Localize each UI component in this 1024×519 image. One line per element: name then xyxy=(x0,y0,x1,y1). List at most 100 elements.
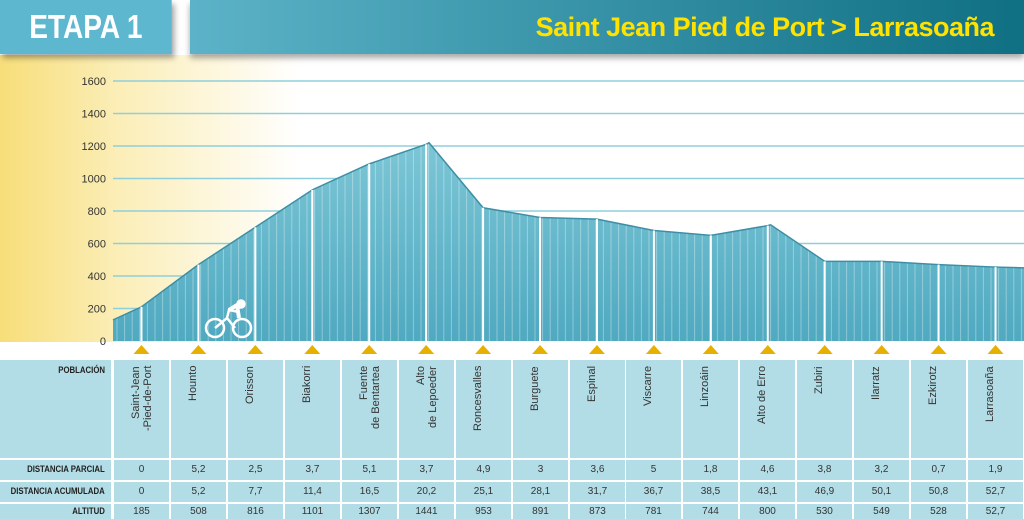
stop-parcial-cell: 3,6 xyxy=(570,460,625,480)
row-label-acumulada: DISTANCIA ACUMULADA xyxy=(0,482,111,502)
stop-altitud-cell: 185 xyxy=(114,504,169,519)
stop-altitud-cell: 530 xyxy=(797,504,852,519)
stop-triangle-icon xyxy=(588,345,605,354)
stop-altitud-cell: 52,7 xyxy=(968,504,1023,519)
stop-altitud-cell: 1307 xyxy=(342,504,397,519)
stop-triangle-icon xyxy=(759,345,776,354)
stop-altitud-cell: 891 xyxy=(513,504,568,519)
stop-parcial-cell: 5,1 xyxy=(342,460,397,480)
row-label-parcial: DISTANCIA PARCIAL xyxy=(0,460,111,480)
stop-name-cell: Biakorri xyxy=(285,360,340,458)
stop-name-cell: Hounto xyxy=(171,360,226,458)
stop-triangle-icon xyxy=(816,345,833,354)
stop-name: Biakorri xyxy=(300,366,313,404)
stop-acumulada-cell: 50,1 xyxy=(854,482,909,502)
stop-name: Ilarratz xyxy=(869,366,882,400)
stop-altitud-cell: 800 xyxy=(740,504,795,519)
y-tick-label: 0 xyxy=(100,336,106,348)
stop-parcial-cell: 2,5 xyxy=(228,460,283,480)
stop-acumulada-cell: 50,8 xyxy=(911,482,966,502)
stop-parcial-cell: 5 xyxy=(626,460,681,480)
stop-acumulada-cell: 16,5 xyxy=(342,482,397,502)
stop-name: Alto de Lepoeder xyxy=(414,366,439,428)
y-tick-label: 1200 xyxy=(82,141,106,153)
stop-name: Hounto xyxy=(186,366,199,402)
stop-acumulada-cell: 46,9 xyxy=(797,482,852,502)
row-label-text: ALTITUD xyxy=(72,506,105,517)
row-label-altitud: ALTITUD xyxy=(0,504,111,519)
stop-name: Espinal xyxy=(585,366,598,403)
row-label-text: DISTANCIA PARCIAL xyxy=(27,464,105,475)
stop-altitud-cell: 528 xyxy=(911,504,966,519)
stop-altitud-cell: 508 xyxy=(171,504,226,519)
stop-acumulada-cell: 38,5 xyxy=(683,482,738,502)
stop-acumulada-cell: 28,1 xyxy=(513,482,568,502)
elevation-profile xyxy=(113,142,1024,341)
stop-triangle-icon xyxy=(247,345,264,354)
stage-label: ETAPA 1 xyxy=(0,0,172,54)
stop-altitud-cell: 1441 xyxy=(399,504,454,519)
stop-parcial-cell: 3,2 xyxy=(854,460,909,480)
stop-triangle-icon xyxy=(873,345,890,354)
y-tick-label: 600 xyxy=(88,239,106,251)
stop-name-cell: Ezkirotz xyxy=(911,360,966,458)
stop-name-cell: Saint-Jean -Pied-de-Port xyxy=(114,360,169,458)
stop-triangle-icon xyxy=(702,345,719,354)
y-tick-label: 200 xyxy=(88,304,106,316)
stop-name-cell: Espinal xyxy=(570,360,625,458)
stop-name: Viscarre xyxy=(641,366,654,407)
stop-name: Ezkirotz xyxy=(926,366,939,406)
stop-altitud-cell: 816 xyxy=(228,504,283,519)
stop-name-cell: Burguete xyxy=(513,360,568,458)
y-tick-label: 1000 xyxy=(82,174,106,186)
stop-name-cell: Alto de Erro xyxy=(740,360,795,458)
y-tick-label: 800 xyxy=(88,206,106,218)
stop-altitud-cell: 873 xyxy=(570,504,625,519)
stop-name: Burguete xyxy=(528,366,541,411)
stop-acumulada-cell: 7,7 xyxy=(228,482,283,502)
stop-name: Fuente de Bentartea xyxy=(357,366,382,429)
stop-name: Roncesvalles xyxy=(471,366,484,432)
stop-triangle-icon xyxy=(475,345,492,354)
stop-acumulada-cell: 31,7 xyxy=(570,482,625,502)
route-title: Saint Jean Pied de Port > Larrasoaña xyxy=(535,12,995,42)
stop-name: Alto de Erro xyxy=(755,366,768,425)
row-label-text: DISTANCIA ACUMULADA xyxy=(10,486,105,497)
stop-triangle-icon xyxy=(361,345,378,354)
stop-name-cell: Linzoáin xyxy=(683,360,738,458)
stop-acumulada-cell: 36,7 xyxy=(626,482,681,502)
stop-name: Zubiri xyxy=(812,366,825,394)
stop-acumulada-cell: 25,1 xyxy=(456,482,511,502)
stop-name-cell: Viscarre xyxy=(626,360,681,458)
row-label-poblacion: POBLACIÓN xyxy=(0,360,111,458)
stop-altitud-cell: 549 xyxy=(854,504,909,519)
stop-altitud-cell: 781 xyxy=(626,504,681,519)
stop-triangle-icon xyxy=(532,345,549,354)
stop-parcial-cell: 3 xyxy=(513,460,568,480)
stop-acumulada-cell: 0 xyxy=(114,482,169,502)
profile-line xyxy=(112,141,1024,321)
stop-triangle-icon xyxy=(304,345,321,354)
stop-altitud-cell: 744 xyxy=(683,504,738,519)
stop-acumulada-cell: 5,2 xyxy=(171,482,226,502)
stop-altitud-cell: 1101 xyxy=(285,504,340,519)
stop-parcial-cell: 1,8 xyxy=(683,460,738,480)
stop-acumulada-cell: 20,2 xyxy=(399,482,454,502)
stop-triangle-icon xyxy=(418,345,435,354)
cyclist-icon xyxy=(204,299,253,339)
stop-altitud-cell: 953 xyxy=(456,504,511,519)
stop-name: Saint-Jean -Pied-de-Port xyxy=(129,366,154,432)
stage-table: POBLACIÓN Saint-Jean -Pied-de-Port Hounto O… xyxy=(0,360,1024,519)
stop-parcial-cell: 5,2 xyxy=(171,460,226,480)
stop-parcial-cell: 0,7 xyxy=(911,460,966,480)
stop-parcial-cell: 1,9 xyxy=(968,460,1023,480)
title-bar: Saint Jean Pied de Port > Larrasoaña xyxy=(190,0,1024,54)
stop-name: Linzoáin xyxy=(698,366,711,407)
y-tick-label: 1600 xyxy=(82,76,106,88)
stop-name-cell: Ilarratz xyxy=(854,360,909,458)
stop-triangle-icon xyxy=(930,345,947,354)
stop-triangle-icon xyxy=(645,345,662,354)
stop-triangle-icon xyxy=(190,345,207,354)
stop-parcial-cell: 3,8 xyxy=(797,460,852,480)
elevation-chart: 0 200 400 600 800 1000 1200 1400 1600 xyxy=(81,76,1024,354)
